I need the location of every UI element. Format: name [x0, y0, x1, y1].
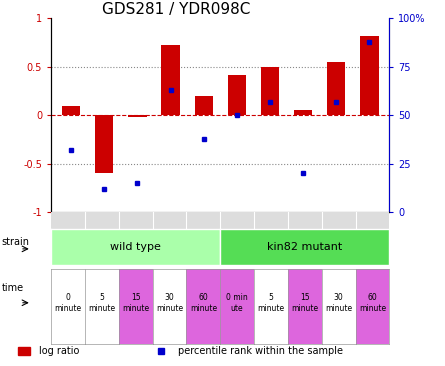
Bar: [18, 347, 30, 355]
Text: 5
minute: 5 minute: [258, 293, 284, 313]
Text: 15
minute: 15 minute: [291, 293, 318, 313]
Bar: [162, 45, 180, 115]
Bar: [95, 115, 113, 173]
Bar: [228, 75, 246, 115]
Text: 30
minute: 30 minute: [156, 293, 183, 313]
Text: 0
minute: 0 minute: [55, 293, 81, 313]
Bar: [294, 111, 312, 115]
Text: wild type: wild type: [110, 242, 161, 252]
Text: GDS281 / YDR098C: GDS281 / YDR098C: [102, 2, 250, 17]
Bar: [360, 36, 379, 115]
Text: strain: strain: [2, 236, 30, 247]
Text: time: time: [2, 283, 24, 293]
Bar: [327, 62, 345, 115]
Text: kin82 mutant: kin82 mutant: [267, 242, 343, 252]
Text: 15
minute: 15 minute: [122, 293, 149, 313]
Text: 30
minute: 30 minute: [325, 293, 352, 313]
Bar: [261, 67, 279, 115]
Bar: [62, 105, 80, 115]
Text: 0 min
ute: 0 min ute: [227, 293, 248, 313]
Bar: [194, 96, 213, 115]
Text: 5
minute: 5 minute: [89, 293, 115, 313]
Text: log ratio: log ratio: [39, 346, 79, 356]
Text: percentile rank within the sample: percentile rank within the sample: [178, 346, 343, 356]
Text: 60
minute: 60 minute: [359, 293, 386, 313]
Text: 60
minute: 60 minute: [190, 293, 217, 313]
Bar: [128, 115, 146, 117]
